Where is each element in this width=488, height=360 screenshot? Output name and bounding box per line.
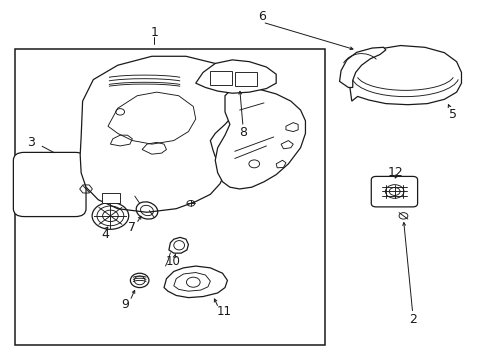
Text: 7: 7 <box>128 221 136 234</box>
Polygon shape <box>339 47 385 87</box>
Text: 2: 2 <box>408 312 416 326</box>
Text: 3: 3 <box>27 136 35 149</box>
Text: 9: 9 <box>121 298 129 311</box>
Polygon shape <box>168 237 188 253</box>
Polygon shape <box>80 56 239 212</box>
FancyBboxPatch shape <box>102 193 120 203</box>
Text: 5: 5 <box>448 108 456 121</box>
Text: 12: 12 <box>387 166 403 179</box>
Bar <box>15 49 325 345</box>
Polygon shape <box>195 60 276 93</box>
Text: 6: 6 <box>258 10 266 23</box>
Polygon shape <box>215 87 305 189</box>
FancyBboxPatch shape <box>13 152 86 217</box>
Text: 4: 4 <box>102 228 109 241</box>
Text: 11: 11 <box>216 306 231 319</box>
Polygon shape <box>163 266 227 298</box>
Bar <box>234 72 256 86</box>
Text: 8: 8 <box>239 126 246 139</box>
Text: 10: 10 <box>165 255 180 268</box>
Bar <box>210 71 232 85</box>
FancyBboxPatch shape <box>370 176 417 207</box>
Text: 1: 1 <box>150 26 158 39</box>
Polygon shape <box>348 45 461 105</box>
